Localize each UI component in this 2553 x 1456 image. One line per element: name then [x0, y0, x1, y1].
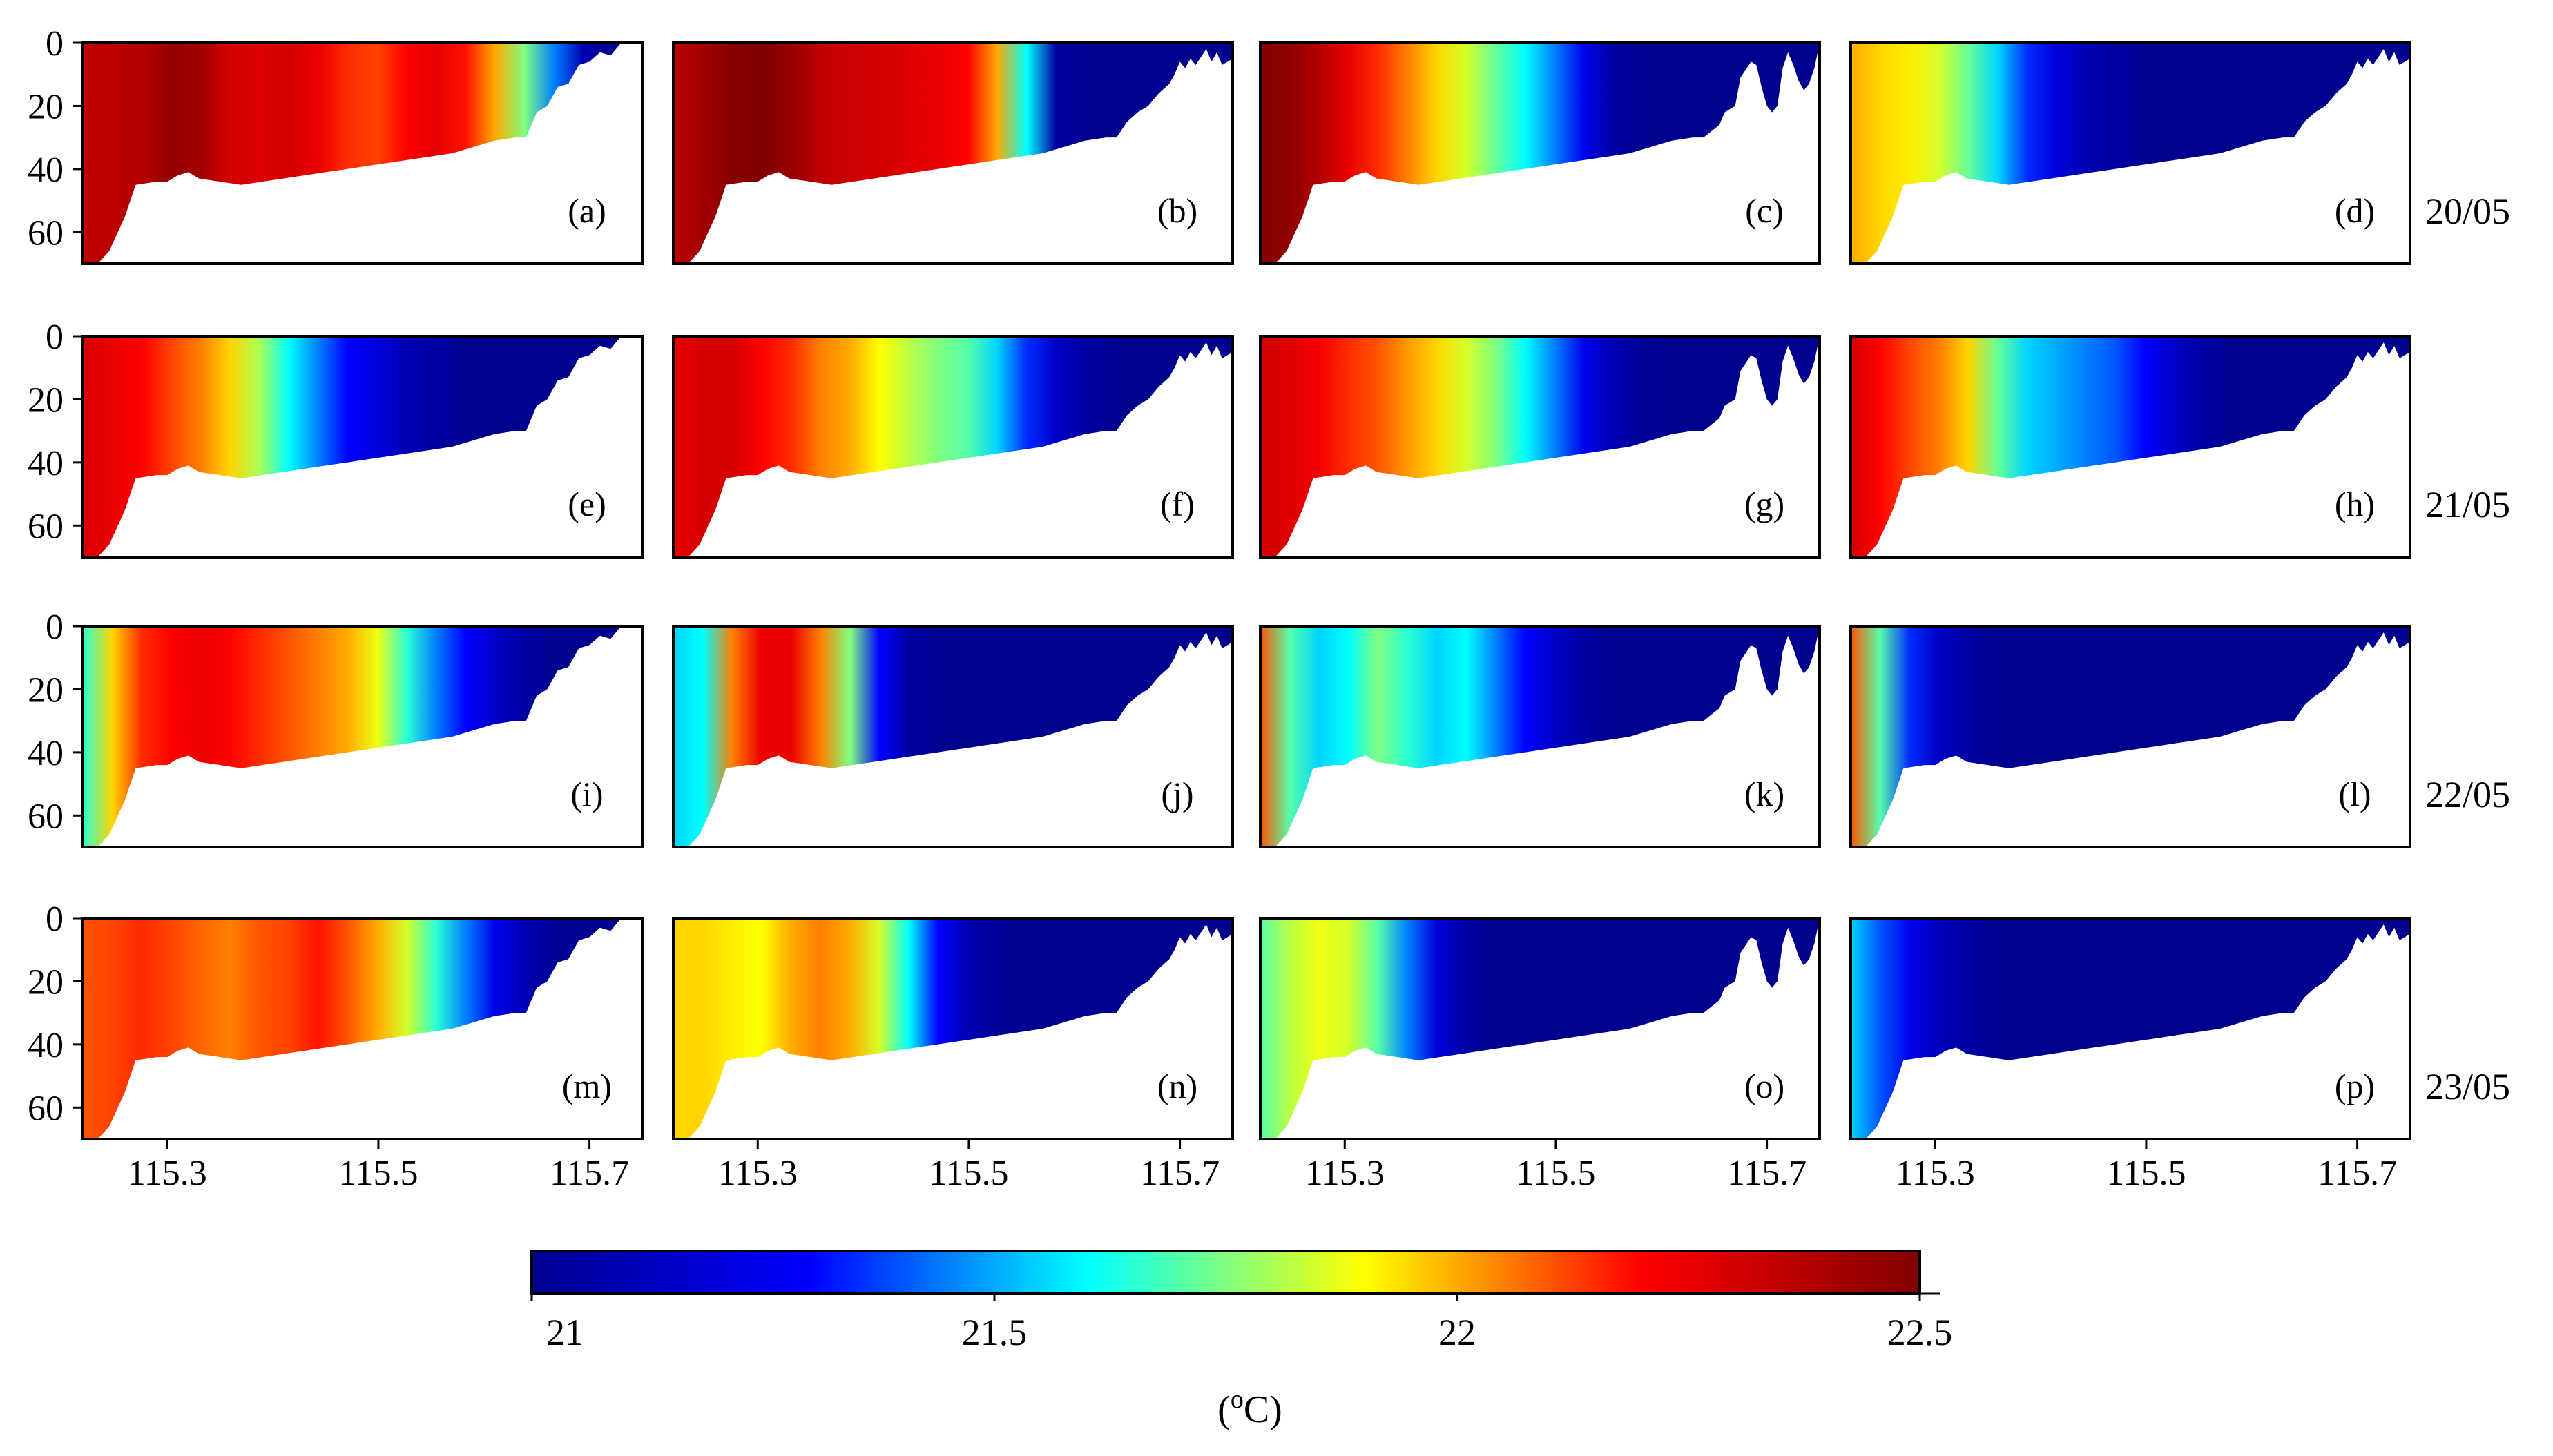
- panel-label: (i): [570, 775, 603, 813]
- panel-frame: [1259, 335, 1821, 559]
- x-tick-label: 115.5: [1516, 1154, 1595, 1193]
- panel-label: (c): [1745, 191, 1784, 230]
- panel-label: (m): [562, 1067, 612, 1105]
- panel-label: (b): [1157, 191, 1197, 230]
- panel-label: (k): [1744, 775, 1784, 813]
- panel-frame: [672, 41, 1234, 265]
- section-panel: (d): [1849, 41, 2411, 265]
- section-panel: (o) 115.3 115.5 115.7: [1259, 917, 1821, 1193]
- panel-label: (j): [1161, 775, 1193, 813]
- section-panel: (l): [1849, 625, 2411, 848]
- colorbar-tick-label: 21.5: [962, 1312, 1028, 1353]
- row-date-label: 22/05: [2425, 774, 2510, 815]
- x-tick-label: 115.3: [718, 1154, 798, 1193]
- section-panel: (k): [1259, 625, 1821, 848]
- panel-frame: [81, 917, 644, 1140]
- panel-frame: [672, 625, 1234, 848]
- panel-frame: [1849, 41, 2411, 265]
- colorbar-tick-label: 21: [546, 1312, 584, 1353]
- y-tick-label: 40: [28, 1026, 64, 1065]
- row-date-label: 23/05: [2425, 1066, 2510, 1107]
- y-tick-label: 40: [28, 734, 64, 773]
- section-panel: (j): [672, 625, 1234, 848]
- row-date-labels: 20/05 21/05 22/05 23/05: [2425, 191, 2510, 1107]
- colorbar-unit-label: (oC): [1217, 1385, 1282, 1431]
- colorbar-tick-label: 22: [1438, 1312, 1476, 1353]
- section-panel: (n) 115.3 115.5 115.7: [672, 917, 1234, 1193]
- x-tick-label: 115.7: [550, 1154, 629, 1193]
- section-panel: (f): [672, 335, 1234, 559]
- section-panel: (i) 0 20 40 60: [28, 608, 644, 848]
- y-tick-label: 60: [28, 213, 64, 253]
- row-date-label: 21/05: [2425, 484, 2510, 525]
- x-tick-label: 115.7: [2318, 1154, 2397, 1193]
- panel-label: (g): [1744, 485, 1784, 523]
- panel-label: (d): [2335, 191, 2375, 230]
- y-tick-label: 40: [28, 444, 64, 483]
- y-tick-label: 20: [28, 380, 64, 420]
- panel-frame: [1259, 917, 1821, 1140]
- section-panel: (p) 115.3 115.5 115.7: [1849, 917, 2411, 1193]
- section-panel: (a) 0 20 40 60: [28, 24, 644, 265]
- section-panel: (h): [1849, 335, 2411, 559]
- x-tick-label: 115.7: [1140, 1154, 1220, 1193]
- x-tick-label: 115.5: [2106, 1154, 2186, 1193]
- panel-label: (n): [1157, 1067, 1197, 1105]
- y-tick-label: 0: [46, 608, 64, 647]
- section-panel: (g): [1259, 335, 1821, 559]
- unit-degree-superscript: o: [1231, 1385, 1244, 1414]
- x-tick-label: 115.5: [929, 1154, 1008, 1193]
- panel-label: (a): [568, 191, 606, 230]
- y-tick-label: 0: [46, 900, 64, 939]
- panel-label: (f): [1160, 485, 1195, 523]
- section-panel: (m) 0 20 40 60 115.3 115.5 115.7: [28, 900, 644, 1193]
- unit-close: C): [1244, 1388, 1282, 1431]
- colorbar: 21 21.5 22 22.5 (oC): [530, 1250, 1953, 1431]
- x-tick-label: 115.3: [1896, 1154, 1975, 1193]
- y-tick-label: 60: [28, 1089, 64, 1128]
- y-tick-label: 60: [28, 797, 64, 836]
- x-tick-label: 115.3: [128, 1154, 207, 1193]
- y-tick-label: 0: [46, 24, 64, 64]
- section-panel: (c): [1259, 41, 1821, 265]
- x-tick-label: 115.3: [1305, 1154, 1385, 1193]
- panel-frame: [1259, 41, 1821, 265]
- unit-open: (: [1217, 1388, 1231, 1431]
- panel-frame: [1849, 625, 2411, 848]
- panel-grid: (a) 0 20 40 60 (b) (c) (d) (e) 0 20 40 60 (f) (g) (h) (i…: [28, 24, 2411, 1193]
- section-panel: (e) 0 20 40 60: [28, 318, 644, 559]
- panel-label: (l): [2338, 775, 2371, 813]
- panel-frame: [81, 335, 644, 559]
- row-date-label: 20/05: [2425, 191, 2510, 232]
- panel-frame: [672, 335, 1234, 559]
- x-tick-label: 115.7: [1727, 1154, 1807, 1193]
- panel-frame: [1849, 917, 2411, 1140]
- section-panel: (b): [672, 41, 1234, 265]
- panel-label: (p): [2335, 1067, 2375, 1105]
- x-tick-label: 115.5: [338, 1154, 418, 1193]
- y-tick-label: 20: [28, 87, 64, 126]
- y-tick-label: 20: [28, 670, 64, 710]
- panel-frame: [1259, 625, 1821, 848]
- panel-frame: [672, 917, 1234, 1140]
- panel-label: (o): [1744, 1067, 1784, 1105]
- y-tick-label: 20: [28, 962, 64, 1002]
- panel-frame: [81, 41, 644, 265]
- y-tick-label: 40: [28, 151, 64, 190]
- panel-frame: [81, 625, 644, 848]
- y-tick-label: 0: [46, 318, 64, 357]
- panel-label: (h): [2335, 485, 2375, 523]
- panel-label: (e): [568, 485, 606, 523]
- colorbar-gradient: [530, 1250, 1921, 1295]
- panel-frame: [1849, 335, 2411, 559]
- colorbar-tick-label: 22.5: [1887, 1312, 1953, 1353]
- y-tick-label: 60: [28, 507, 64, 546]
